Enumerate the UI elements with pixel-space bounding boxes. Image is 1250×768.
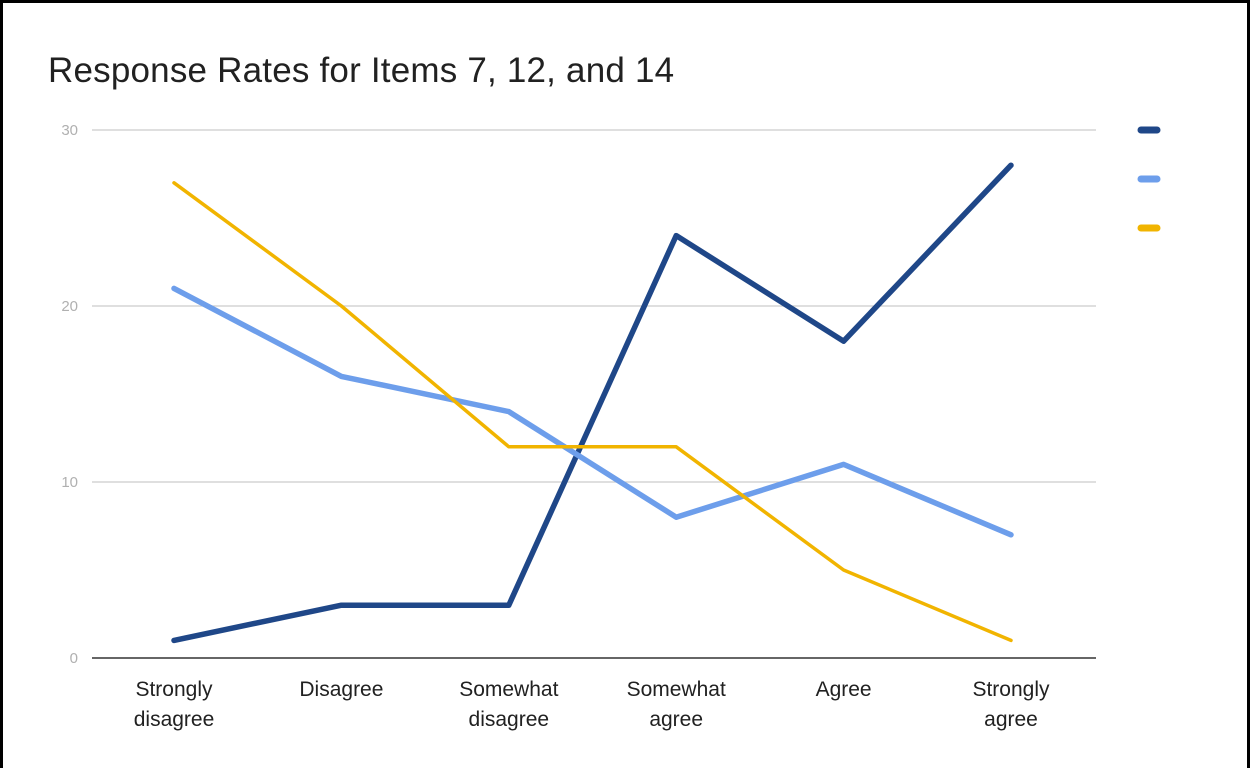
y-tick-label: 30 — [61, 122, 78, 139]
x-category-labels: Strongly disagree Disagree Somewhat disagree… — [134, 678, 1050, 731]
x-tick-label: Agree — [816, 678, 872, 701]
series-line-2 — [171, 285, 1014, 538]
y-tick-label: 20 — [61, 298, 78, 315]
legend — [1137, 126, 1161, 232]
chart-title: Response Rates for Items 7, 12, and 14 — [48, 51, 675, 90]
x-tick-label: Somewhat disagree — [459, 678, 558, 731]
x-tick-label: Disagree — [299, 678, 383, 701]
y-tick-label: 10 — [61, 474, 78, 491]
x-tick-label: Somewhat agree — [627, 678, 726, 731]
y-tick-labels: 0 10 20 30 — [61, 122, 78, 667]
series-line-3 — [172, 181, 1013, 643]
gridlines — [92, 129, 1096, 659]
x-tick-label: Strongly agree — [972, 678, 1050, 731]
x-tick-label: Strongly disagree — [134, 678, 215, 731]
series-lines — [171, 162, 1014, 644]
series-line-1 — [171, 162, 1014, 644]
y-tick-label: 0 — [70, 650, 78, 667]
